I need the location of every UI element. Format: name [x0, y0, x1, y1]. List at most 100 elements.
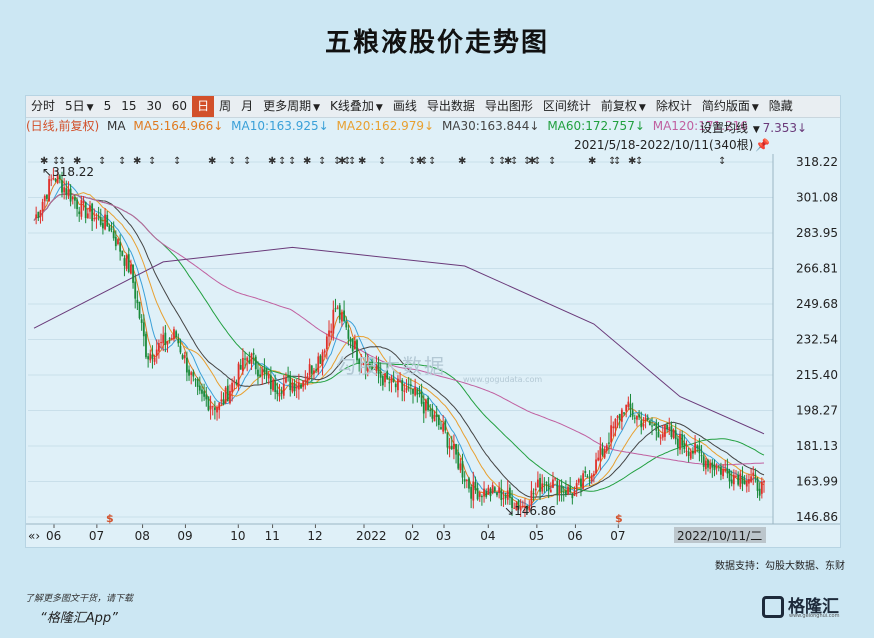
toolbar-item-30min[interactable]: 30	[146, 99, 162, 113]
chart-panel: 分时 5日 ▼ 5 15 30 60 日 周 月 更多周期 ▼ K线叠加 ▼ 画线 导…	[25, 95, 841, 548]
candle-body	[325, 336, 328, 350]
candle-body	[618, 413, 621, 420]
candle-body	[56, 174, 59, 183]
candle-body	[390, 376, 393, 383]
candle-body	[211, 406, 214, 408]
event-marker-icon: ✱	[528, 156, 536, 167]
toolbar-item-range-stats[interactable]: 区间统计	[542, 99, 591, 113]
candle-body	[181, 355, 184, 359]
candle-body	[530, 490, 533, 505]
candle-body	[616, 416, 619, 418]
candle-body	[138, 301, 141, 319]
candle-body	[112, 231, 115, 239]
event-marker-icon: ↕	[420, 156, 428, 167]
toolbar-item-month[interactable]: 月	[241, 99, 254, 113]
candle-body	[384, 372, 386, 383]
toolbar-item-export-data[interactable]: 导出数据	[426, 99, 475, 113]
candle-body	[608, 442, 610, 444]
candle-body	[349, 338, 352, 342]
dividend-marker-icon: $	[106, 512, 114, 525]
ma5-value: MA5:164.966↓	[133, 119, 224, 133]
toolbar-item-forward-adjust[interactable]: 前复权 ▼	[600, 99, 646, 113]
candle-body	[136, 299, 139, 304]
x-tick-label: 02	[405, 529, 420, 543]
candle-body	[58, 175, 61, 180]
toolbar-item-ex-rights[interactable]: 除权计	[655, 99, 692, 113]
event-marker-icon: ↕	[523, 156, 531, 167]
candle-body	[196, 379, 199, 387]
candle-body	[513, 507, 516, 509]
candle-body	[750, 476, 752, 482]
candle-body	[737, 474, 740, 485]
x-tick-label: 06	[567, 529, 582, 543]
event-marker-icon: ↕	[52, 156, 60, 167]
candle-body	[379, 371, 382, 378]
candle-body	[620, 409, 623, 422]
candle-body	[162, 334, 165, 344]
event-marker-icon: ✱	[504, 156, 512, 167]
y-tick-label: 301.08	[796, 191, 838, 205]
candle-body	[74, 197, 76, 201]
candle-body	[440, 427, 442, 429]
candle-body	[463, 479, 466, 482]
candle-body	[700, 455, 703, 457]
candle-body	[345, 321, 348, 328]
candle-body	[155, 349, 158, 356]
data-source: 数据支持：勾股大数据、东财	[715, 561, 845, 572]
candle-body	[127, 254, 130, 273]
toolbar-item-draw-line[interactable]: 画线	[392, 99, 417, 113]
toolbar-item-simple-layout[interactable]: 简约版面 ▼	[701, 99, 759, 113]
candle-body	[756, 478, 759, 491]
ma5-line	[33, 177, 765, 509]
candle-body	[48, 179, 50, 202]
candle-body	[429, 409, 432, 412]
candle-body	[183, 355, 186, 359]
candle-body	[84, 201, 87, 219]
candle-body	[373, 368, 376, 370]
toolbar-item-intraday[interactable]: 分时	[31, 99, 56, 113]
candle-body	[308, 364, 311, 376]
toolbar-item-week[interactable]: 周	[219, 99, 232, 113]
candle-body	[43, 195, 46, 202]
candle-body	[108, 225, 111, 232]
candle-body	[687, 451, 690, 456]
candle-body	[97, 215, 100, 217]
candle-body	[104, 214, 106, 230]
event-marker-icon: ✱	[73, 156, 81, 167]
toolbar-item-more-periods[interactable]: 更多周期 ▼	[263, 99, 321, 113]
toolbar-item-kline-overlay[interactable]: K线叠加 ▼	[330, 99, 383, 113]
toolbar-item-5min[interactable]: 5	[103, 99, 112, 113]
event-marker-icon: ✱	[628, 156, 636, 167]
chevron-down-icon: ▼	[751, 103, 759, 113]
candle-body	[625, 404, 628, 412]
candle-body	[280, 391, 283, 394]
candle-body	[676, 438, 679, 448]
toolbar-item-hide[interactable]: 隐藏	[768, 99, 793, 113]
candle-body	[664, 425, 666, 437]
ma-settings-button[interactable]: 设置均线 ▼ 7.353↓	[700, 121, 808, 135]
candle-body	[711, 462, 714, 468]
candle-body	[496, 492, 498, 496]
toolbar-item-export-image[interactable]: 导出图形	[484, 99, 533, 113]
scroll-left-icon[interactable]: «›	[28, 529, 40, 543]
candle-body	[252, 352, 255, 355]
candle-body	[745, 480, 748, 487]
candle-body	[420, 391, 423, 404]
event-marker-icon: ↕	[613, 156, 621, 167]
event-marker-icon: ↕	[343, 156, 351, 167]
candle-body	[668, 427, 671, 431]
toolbar-item-15min[interactable]: 15	[121, 99, 137, 113]
candle-body	[575, 483, 578, 489]
toolbar-item-day[interactable]: 日	[192, 96, 215, 117]
candle-body	[403, 390, 406, 392]
ma60-value: MA60:172.757↓	[547, 119, 645, 133]
candle-body	[76, 199, 78, 210]
candle-body	[489, 488, 492, 497]
candle-body	[444, 420, 447, 431]
toolbar-item-5day[interactable]: 5日 ▼	[65, 99, 94, 113]
candle-body	[653, 424, 656, 426]
toolbar-item-60min[interactable]: 60	[171, 99, 188, 113]
trough-price-label: ↘146.86	[504, 504, 556, 518]
event-marker-icon: ↕	[173, 156, 181, 167]
pin-icon[interactable]: 📌	[755, 138, 771, 152]
